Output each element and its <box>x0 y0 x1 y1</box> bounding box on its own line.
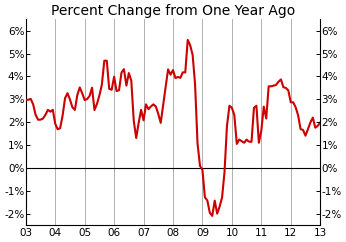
Title: Percent Change from One Year Ago: Percent Change from One Year Ago <box>51 4 295 18</box>
